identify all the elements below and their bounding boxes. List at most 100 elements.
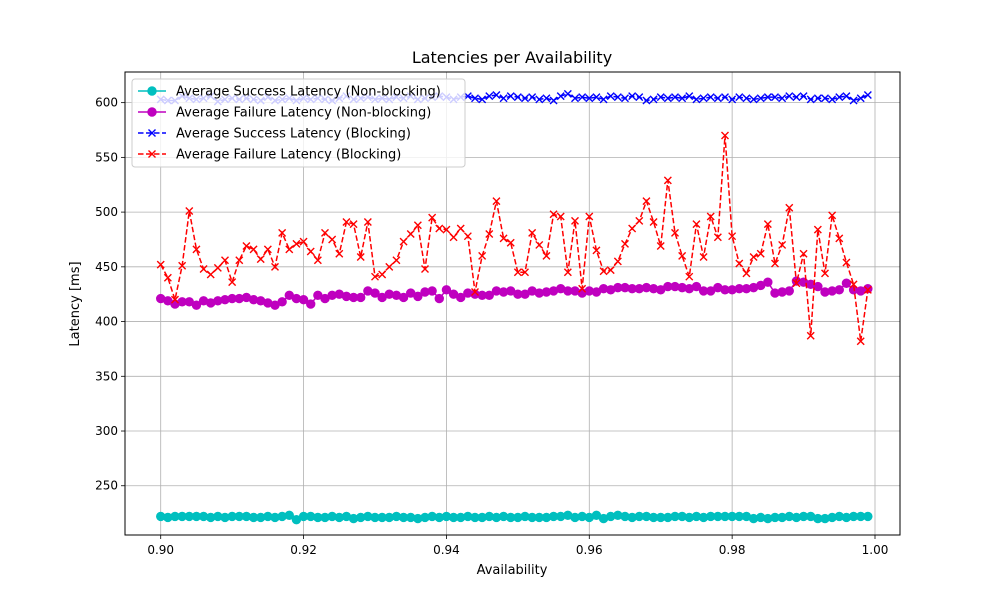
data-point <box>535 240 544 249</box>
data-point <box>713 94 722 103</box>
data-point <box>385 262 394 271</box>
data-point <box>421 265 429 274</box>
legend-label: Average Success Latency (Non-blocking) <box>176 85 441 100</box>
data-point <box>642 197 651 206</box>
data-point <box>742 269 751 278</box>
x-tick-label: 0.90 <box>147 543 174 557</box>
data-point <box>356 292 366 303</box>
data-point <box>441 285 452 295</box>
data-point <box>456 224 465 233</box>
data-point <box>613 257 622 266</box>
data-point <box>299 237 308 246</box>
series-average-failure-latency-non-blocking <box>156 276 873 310</box>
series-line <box>160 135 869 342</box>
data-point <box>635 93 644 102</box>
data-point <box>763 93 772 102</box>
data-point <box>321 228 329 237</box>
data-point <box>792 93 801 102</box>
legend-label: Average Failure Latency (Non-blocking) <box>176 106 431 121</box>
data-point <box>178 261 187 270</box>
data-point <box>585 94 594 103</box>
legend-item: Average Success Latency (Non-blocking) <box>138 85 441 100</box>
data-point <box>563 89 572 98</box>
data-point <box>784 286 794 296</box>
legend: Average Success Latency (Non-blocking) Av… <box>131 78 466 168</box>
data-point <box>349 220 358 229</box>
data-point <box>521 268 529 277</box>
data-point <box>792 279 801 288</box>
y-tick-label: 350 <box>95 369 118 383</box>
data-point <box>821 94 829 103</box>
data-point <box>735 259 744 268</box>
data-point <box>463 232 472 241</box>
data-point <box>249 245 258 254</box>
data-point <box>413 221 422 230</box>
y-tick-label: 550 <box>95 150 118 164</box>
data-point <box>863 511 873 522</box>
data-point <box>835 93 844 102</box>
data-point <box>156 260 165 269</box>
data-point <box>499 94 508 103</box>
data-point <box>813 225 822 234</box>
data-point <box>834 285 844 295</box>
data-point <box>706 212 715 221</box>
data-point <box>406 230 415 238</box>
data-point <box>863 285 872 294</box>
data-point <box>378 270 387 279</box>
chart-title: Latencies per Availability <box>412 48 612 67</box>
data-point <box>242 242 251 251</box>
legend-item: Average Failure Latency (Blocking) <box>138 148 401 163</box>
data-point <box>413 291 423 302</box>
data-point <box>199 265 208 274</box>
data-point <box>328 235 337 244</box>
x-tick-label: 0.98 <box>719 543 746 557</box>
data-point <box>235 256 244 265</box>
data-point <box>285 245 294 254</box>
data-point <box>335 249 344 258</box>
data-point <box>292 239 301 248</box>
data-point <box>671 93 679 102</box>
data-point <box>728 95 737 104</box>
data-point <box>721 131 729 140</box>
data-point <box>828 95 837 104</box>
data-point <box>706 93 715 102</box>
data-point <box>642 96 651 105</box>
x-tick-label: 0.94 <box>433 543 460 557</box>
data-point <box>685 272 694 281</box>
data-point <box>484 290 494 300</box>
data-point <box>678 251 687 260</box>
plot-frame <box>124 71 901 536</box>
data-point <box>828 211 837 220</box>
data-point <box>692 95 701 104</box>
data-point <box>763 277 773 287</box>
data-point <box>263 245 272 254</box>
data-point <box>771 93 779 102</box>
data-point <box>578 284 587 293</box>
data-point <box>585 212 594 221</box>
legend-marker <box>147 86 157 96</box>
legend-box <box>131 78 466 168</box>
x-tick-label: 0.96 <box>576 543 603 557</box>
data-point <box>606 92 615 101</box>
y-axis-label: Latency [ms] <box>68 261 83 346</box>
data-point <box>485 230 494 238</box>
y-tick-label: 450 <box>95 260 118 274</box>
data-point <box>728 232 737 241</box>
data-point <box>849 96 858 105</box>
data-point <box>256 255 265 264</box>
x-tick-label: 1.00 <box>862 543 889 557</box>
data-point <box>399 237 408 246</box>
series-average-failure-latency-blocking <box>156 131 872 346</box>
data-point <box>663 94 672 103</box>
legend-label: Average Success Latency (Blocking) <box>176 127 411 142</box>
data-point <box>799 92 808 101</box>
data-point <box>298 294 309 305</box>
data-point <box>542 251 551 260</box>
data-point <box>371 272 379 281</box>
legend-label: Average Failure Latency (Blocking) <box>176 148 401 163</box>
data-point <box>592 93 601 102</box>
data-point <box>863 90 872 99</box>
data-point <box>756 94 765 103</box>
data-point <box>563 268 572 277</box>
data-point <box>713 233 722 242</box>
